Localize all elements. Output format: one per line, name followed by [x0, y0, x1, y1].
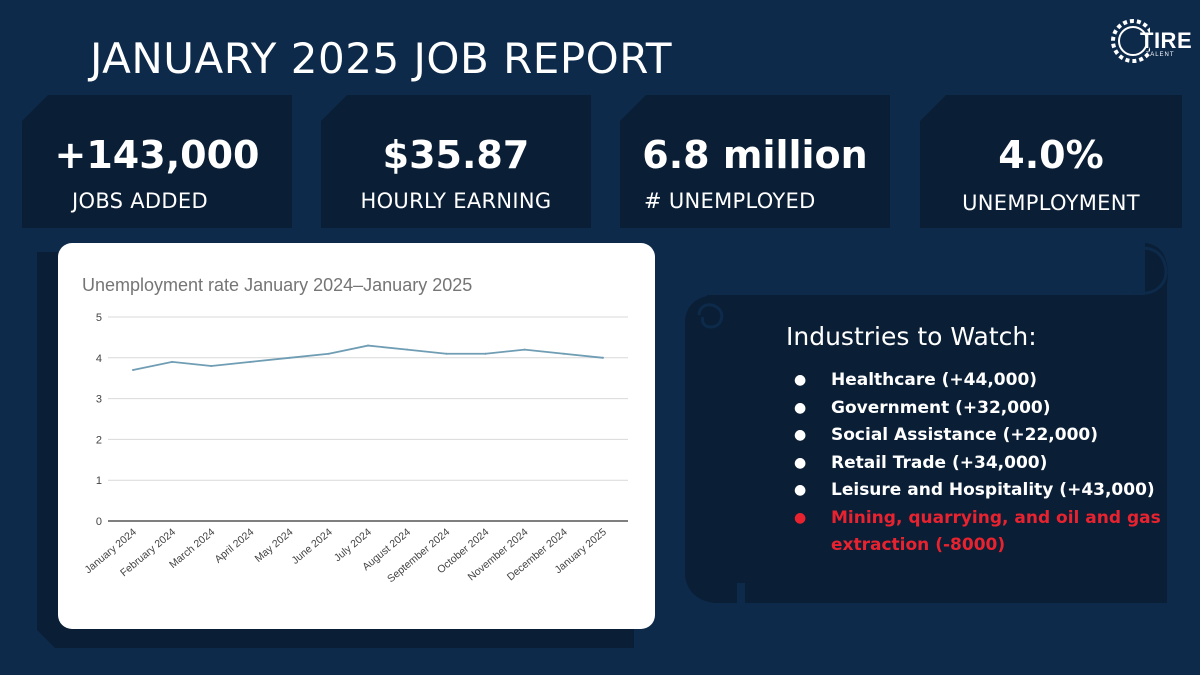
data-point	[367, 344, 369, 347]
data-point	[249, 360, 252, 363]
industry-text: Leisure and Hospitality (+43,000)	[831, 480, 1155, 500]
logo: TIRE TALENT	[1110, 18, 1192, 64]
industries-panel: Industries to Watch: ● Healthcare (+44,00…	[786, 322, 1176, 560]
industry-item: ● Mining, quarrying, and oil and gas extr…	[786, 505, 1176, 560]
bullet-icon: ●	[794, 482, 807, 498]
data-point	[562, 352, 565, 355]
data-point	[171, 360, 174, 363]
bullet-icon: ●	[794, 427, 807, 443]
data-point	[210, 364, 213, 367]
stat-label: JOBS ADDED	[72, 189, 208, 213]
bullet-icon: ●	[794, 399, 807, 416]
page-title: JANUARY 2025 JOB REPORT	[90, 34, 673, 83]
stat-label: UNEMPLOYMENT	[962, 191, 1140, 215]
industry-item: ● Retail Trade (+34,000)	[786, 450, 1176, 478]
data-point	[602, 356, 604, 359]
industry-text: Mining, quarrying, and oil and gas extra…	[831, 507, 1161, 556]
y-tick-label: 1	[96, 475, 102, 487]
logo-text: TIRE	[1140, 28, 1193, 53]
data-point	[523, 348, 526, 351]
industries-list: ● Healthcare (+44,000) ● Government (+32,00…	[786, 367, 1176, 560]
y-tick-label: 2	[96, 434, 102, 446]
industry-text: Government (+32,000)	[831, 397, 1051, 418]
industry-item: ● Government (+32,000)	[786, 395, 1176, 423]
stat-value: $35.87	[382, 133, 530, 177]
stat-label: HOURLY EARNING	[360, 189, 552, 213]
data-point	[327, 352, 330, 355]
x-tick-label: May 2024	[253, 526, 296, 565]
stat-label: # UNEMPLOYED	[644, 189, 816, 213]
data-point	[406, 348, 409, 351]
logo-subtext: TALENT	[1146, 52, 1175, 58]
stat-value: 4.0%	[998, 133, 1104, 177]
stat-card-unemployment: 4.0% UNEMPLOYMENT	[920, 95, 1182, 228]
y-tick-label: 0	[96, 516, 102, 528]
x-tick-label: June 2024	[289, 526, 334, 567]
stat-value: +143,000	[54, 133, 260, 177]
industry-text: Healthcare (+44,000)	[831, 370, 1038, 390]
data-point	[288, 356, 291, 359]
bullet-icon: ●	[794, 454, 807, 471]
industries-heading: Industries to Watch:	[786, 322, 1037, 351]
industry-item: ● Healthcare (+44,000)	[786, 367, 1176, 395]
x-tick-label: April 2024	[212, 526, 256, 566]
industry-item: ● Leisure and Hospitality (+43,000)	[786, 477, 1176, 505]
tire-icon	[1111, 19, 1150, 63]
bullet-icon: ●	[794, 509, 807, 526]
scroll-banner	[685, 243, 1168, 603]
industry-text: Social Assistance (+22,000)	[831, 425, 1098, 445]
stat-card-unemployed: 6.8 million # UNEMPLOYED	[620, 95, 890, 228]
stat-card-earning: $35.87 HOURLY EARNING	[321, 95, 591, 228]
y-tick-label: 4	[96, 353, 102, 365]
y-tick-label: 5	[96, 312, 102, 324]
stat-card-jobs: +143,000 JOBS ADDED	[22, 95, 292, 228]
bullet-icon: ●	[794, 372, 807, 388]
industry-text: Retail Trade (+34,000)	[831, 452, 1048, 473]
industry-item: ● Social Assistance (+22,000)	[786, 422, 1176, 450]
stat-value: 6.8 million	[642, 133, 868, 177]
data-point	[484, 352, 487, 355]
chart-card: Unemployment rate January 2024–January 2…	[58, 243, 655, 629]
y-tick-label: 3	[96, 394, 102, 406]
chart-title: Unemployment rate January 2024–January 2…	[82, 275, 473, 295]
data-point	[132, 369, 134, 372]
data-point	[445, 352, 448, 355]
